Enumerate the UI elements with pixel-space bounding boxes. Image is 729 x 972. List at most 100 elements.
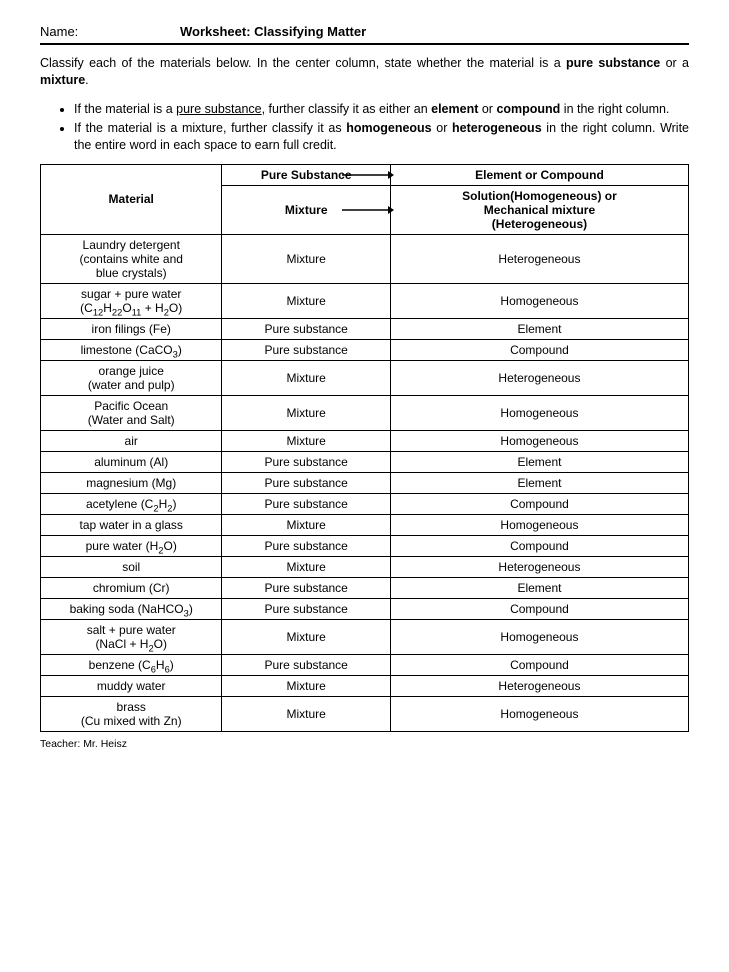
arrow-right-icon xyxy=(342,205,394,215)
cell-classification: Pure substance xyxy=(222,472,390,493)
b1-bold1: element xyxy=(431,102,478,116)
intro-text-a: Classify each of the materials below. In… xyxy=(40,56,566,70)
cell-material: sugar + pure water(C12H22O11 + H2O) xyxy=(41,283,222,318)
th-pure-substance-label: Pure Substance xyxy=(261,168,352,182)
table-row: Laundry detergent(contains white andblue… xyxy=(41,234,689,283)
cell-material: aluminum (Al) xyxy=(41,451,222,472)
cell-subclassification: Element xyxy=(390,472,688,493)
cell-material: salt + pure water(NaCl + H2O) xyxy=(41,619,222,654)
th-mixture: Mixture xyxy=(222,185,390,234)
cell-material: baking soda (NaHCO3) xyxy=(41,598,222,619)
cell-subclassification: Homogeneous xyxy=(390,430,688,451)
cell-classification: Pure substance xyxy=(222,339,390,360)
instruction-item-2: If the material is a mixture, further cl… xyxy=(74,120,689,154)
table-row: brass(Cu mixed with Zn)MixtureHomogeneou… xyxy=(41,696,689,731)
cell-subclassification: Homogeneous xyxy=(390,514,688,535)
cell-material: air xyxy=(41,430,222,451)
cell-material: benzene (C6H6) xyxy=(41,654,222,675)
cell-classification: Mixture xyxy=(222,395,390,430)
cell-subclassification: Element xyxy=(390,451,688,472)
table-row: benzene (C6H6)Pure substanceCompound xyxy=(41,654,689,675)
cell-classification: Mixture xyxy=(222,675,390,696)
cell-classification: Mixture xyxy=(222,283,390,318)
cell-classification: Mixture xyxy=(222,360,390,395)
page-title: Worksheet: Classifying Matter xyxy=(180,24,689,39)
cell-material: tap water in a glass xyxy=(41,514,222,535)
cell-classification: Mixture xyxy=(222,619,390,654)
cell-classification: Mixture xyxy=(222,556,390,577)
cell-subclassification: Homogeneous xyxy=(390,283,688,318)
cell-classification: Mixture xyxy=(222,234,390,283)
instruction-list: If the material is a pure substance, fur… xyxy=(40,101,689,154)
cell-subclassification: Compound xyxy=(390,493,688,514)
b2-bold2: heterogeneous xyxy=(452,121,542,135)
cell-subclassification: Homogeneous xyxy=(390,696,688,731)
table-row: magnesium (Mg)Pure substanceElement xyxy=(41,472,689,493)
table-row: limestone (CaCO3)Pure substanceCompound xyxy=(41,339,689,360)
cell-subclassification: Compound xyxy=(390,598,688,619)
header-bar: Name: Worksheet: Classifying Matter xyxy=(40,24,689,45)
table-row: acetylene (C2H2)Pure substanceCompound xyxy=(41,493,689,514)
cell-material: magnesium (Mg) xyxy=(41,472,222,493)
cell-material: muddy water xyxy=(41,675,222,696)
b1-b: , further classify it as either an xyxy=(262,102,432,116)
table-row: airMixtureHomogeneous xyxy=(41,430,689,451)
cell-classification: Pure substance xyxy=(222,535,390,556)
cell-subclassification: Compound xyxy=(390,535,688,556)
cell-classification: Mixture xyxy=(222,430,390,451)
table-row: iron filings (Fe)Pure substanceElement xyxy=(41,318,689,339)
table-body: Laundry detergent(contains white andblue… xyxy=(41,234,689,731)
cell-material: pure water (H2O) xyxy=(41,535,222,556)
b1-a: If the material is a xyxy=(74,102,176,116)
instruction-item-1: If the material is a pure substance, fur… xyxy=(74,101,689,118)
cell-classification: Pure substance xyxy=(222,318,390,339)
cell-material: limestone (CaCO3) xyxy=(41,339,222,360)
b1-underline: pure substance xyxy=(176,102,261,116)
table-row: sugar + pure water(C12H22O11 + H2O)Mixtu… xyxy=(41,283,689,318)
cell-classification: Pure substance xyxy=(222,493,390,514)
cell-material: chromium (Cr) xyxy=(41,577,222,598)
worksheet-page: Name: Worksheet: Classifying Matter Clas… xyxy=(0,0,729,770)
classification-table: Material Pure Substance Element or Compo… xyxy=(40,164,689,732)
th-sol-l3: (Heterogeneous) xyxy=(492,217,587,231)
cell-subclassification: Compound xyxy=(390,654,688,675)
table-row: pure water (H2O)Pure substanceCompound xyxy=(41,535,689,556)
name-label: Name: xyxy=(40,24,180,39)
cell-subclassification: Element xyxy=(390,318,688,339)
th-solution-mechanical: Solution(Homogeneous) or Mechanical mixt… xyxy=(390,185,688,234)
cell-material: Pacific Ocean(Water and Salt) xyxy=(41,395,222,430)
b1-bold2: compound xyxy=(496,102,560,116)
cell-subclassification: Homogeneous xyxy=(390,619,688,654)
intro-bold-2: mixture xyxy=(40,73,85,87)
cell-classification: Pure substance xyxy=(222,598,390,619)
table-row: orange juice(water and pulp)MixtureHeter… xyxy=(41,360,689,395)
b2-bold1: homogeneous xyxy=(346,121,431,135)
cell-subclassification: Heterogeneous xyxy=(390,556,688,577)
intro-text-c: . xyxy=(85,73,88,87)
b1-d: in the right column. xyxy=(560,102,669,116)
table-head: Material Pure Substance Element or Compo… xyxy=(41,164,689,234)
cell-material: iron filings (Fe) xyxy=(41,318,222,339)
cell-material: orange juice(water and pulp) xyxy=(41,360,222,395)
b2-a: If the material is a mixture, further cl… xyxy=(74,121,346,135)
th-sol-l1: Solution(Homogeneous) or xyxy=(462,189,617,203)
cell-classification: Pure substance xyxy=(222,577,390,598)
cell-subclassification: Homogeneous xyxy=(390,395,688,430)
table-row: tap water in a glassMixtureHomogeneous xyxy=(41,514,689,535)
th-material: Material xyxy=(41,164,222,234)
th-mixture-label: Mixture xyxy=(285,203,328,217)
table-row: chromium (Cr)Pure substanceElement xyxy=(41,577,689,598)
table-row: salt + pure water(NaCl + H2O)MixtureHomo… xyxy=(41,619,689,654)
table-row: Pacific Ocean(Water and Salt)MixtureHomo… xyxy=(41,395,689,430)
cell-subclassification: Element xyxy=(390,577,688,598)
table-row: baking soda (NaHCO3)Pure substanceCompou… xyxy=(41,598,689,619)
cell-subclassification: Compound xyxy=(390,339,688,360)
table-row: soilMixtureHeterogeneous xyxy=(41,556,689,577)
cell-classification: Mixture xyxy=(222,514,390,535)
th-sol-l2: Mechanical mixture xyxy=(484,203,595,217)
cell-subclassification: Heterogeneous xyxy=(390,360,688,395)
footer-teacher: Teacher: Mr. Heisz xyxy=(40,738,689,750)
cell-classification: Mixture xyxy=(222,696,390,731)
b2-b: or xyxy=(432,121,452,135)
b1-c: or xyxy=(478,102,496,116)
